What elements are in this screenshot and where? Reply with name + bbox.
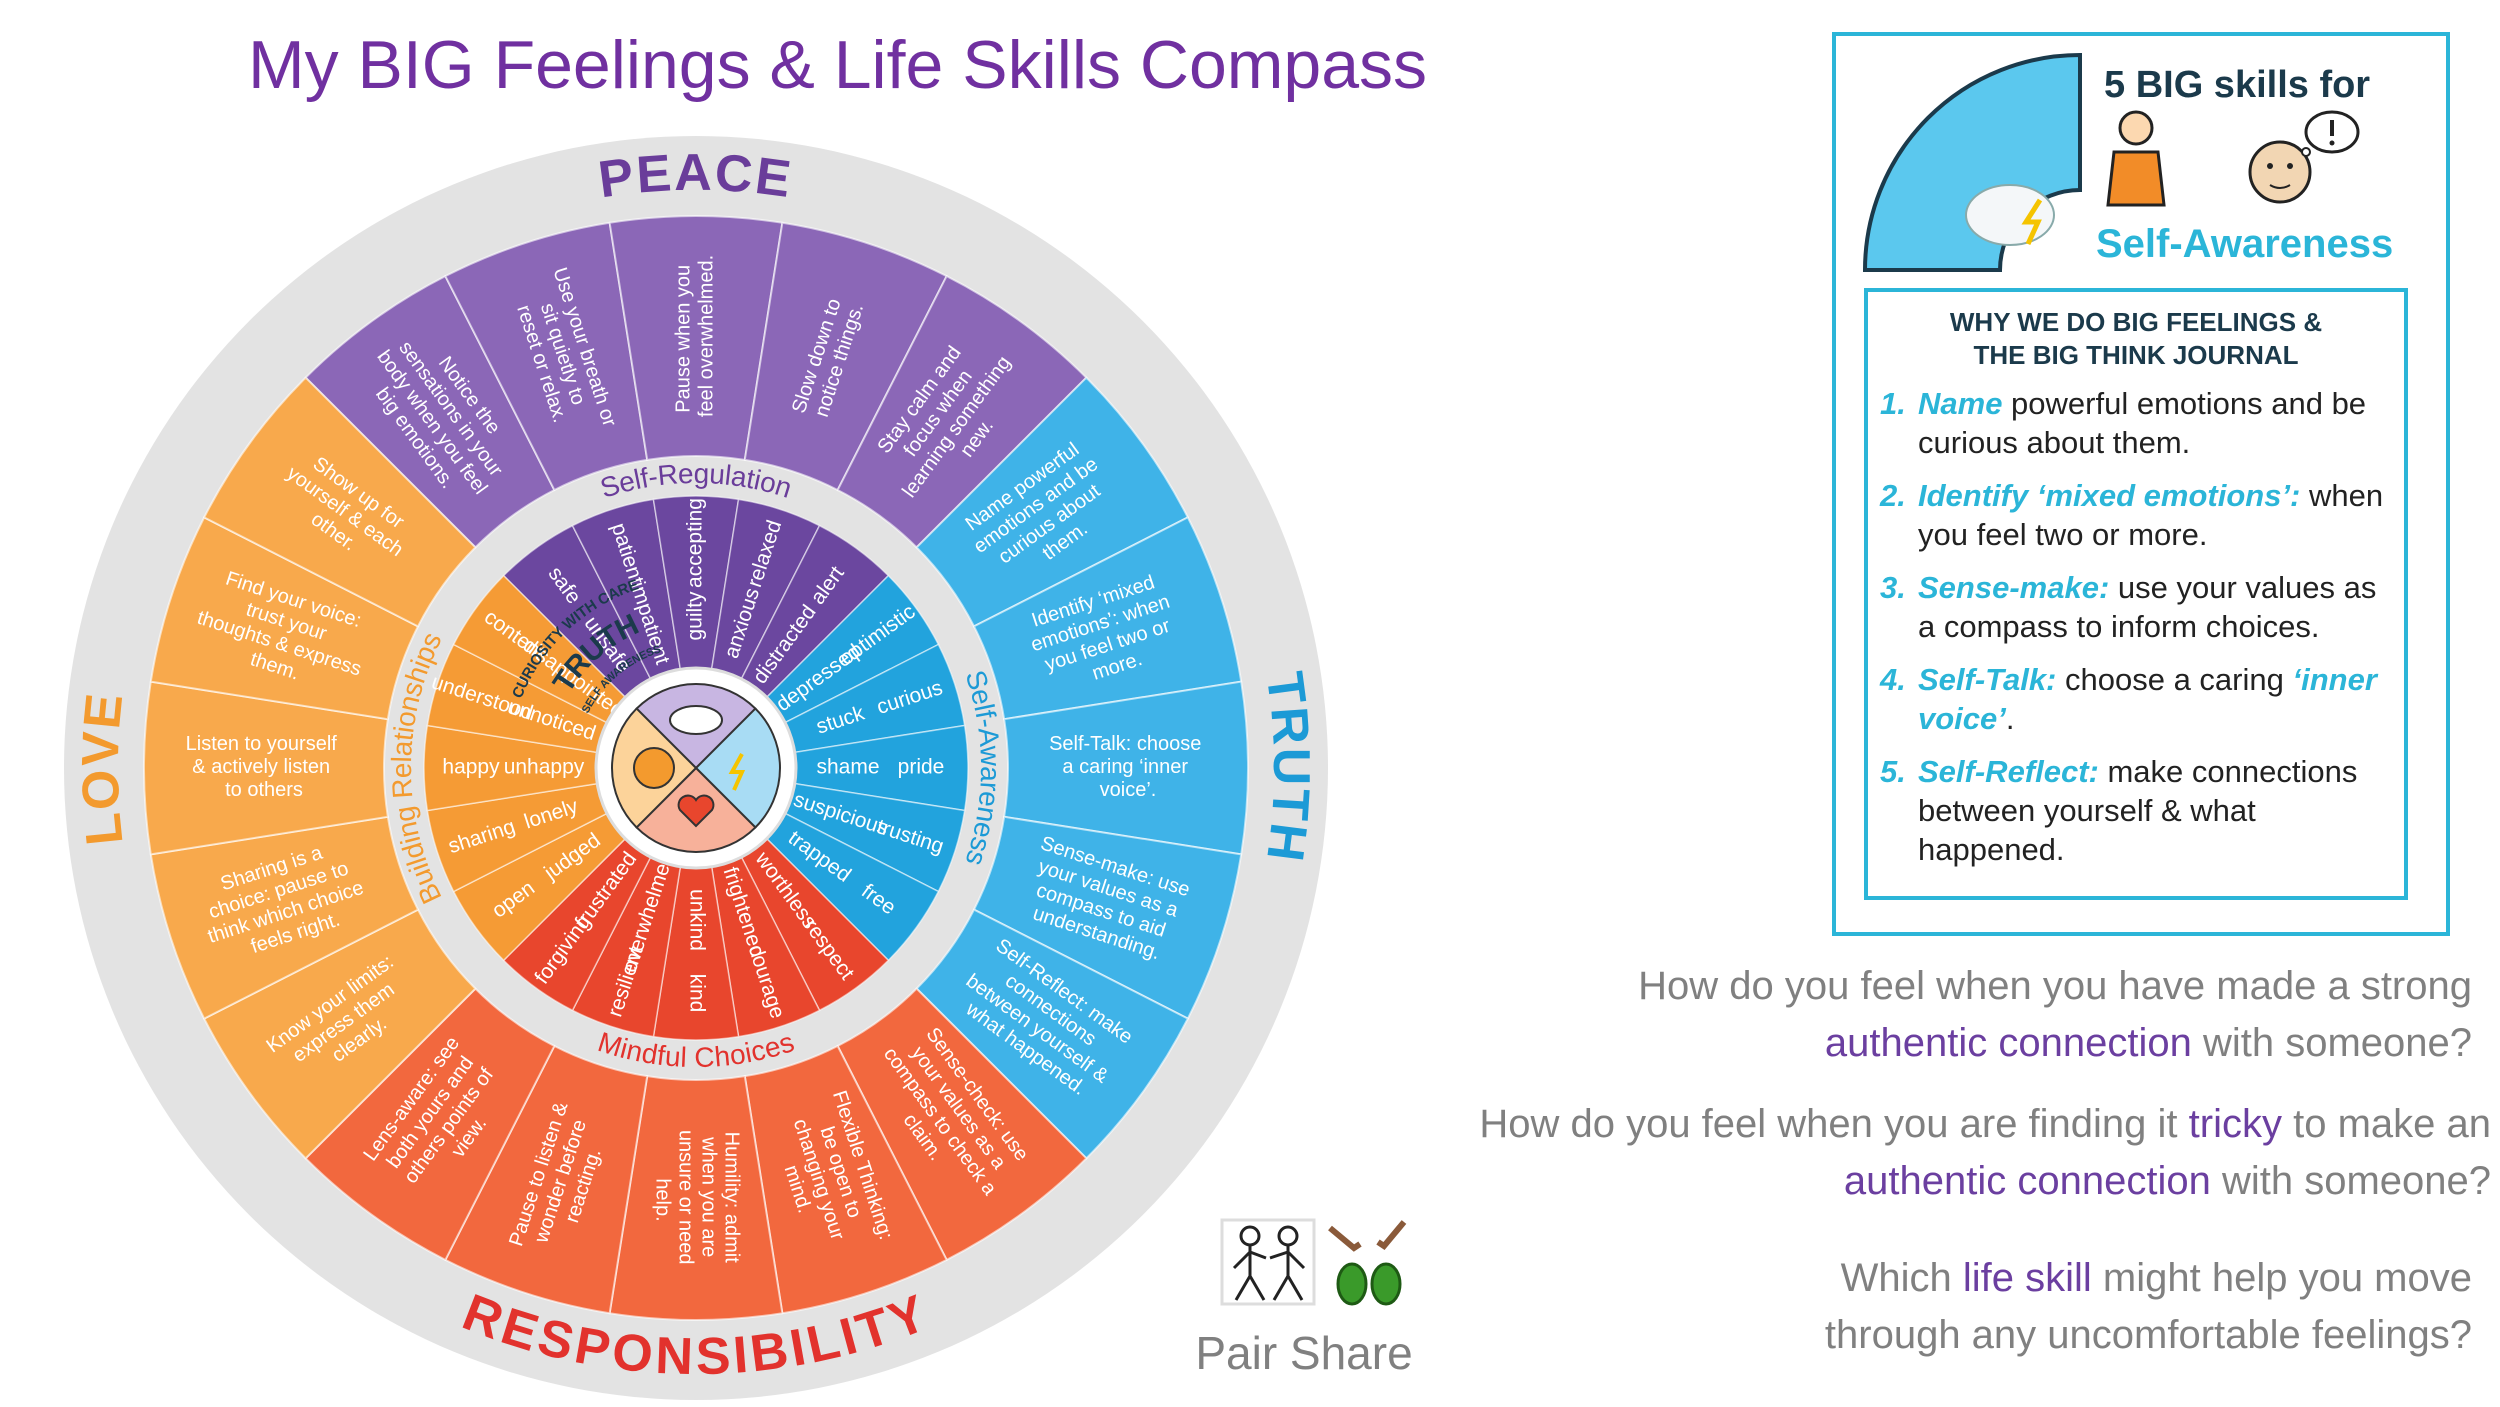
emblem-bolt: [728, 753, 746, 791]
feeling-positive: kind: [685, 974, 708, 1013]
journal-box: WHY WE DO BIG FEELINGS & THE BIG THINK J…: [1864, 288, 2408, 900]
card-subheading: Self-Awareness: [2096, 222, 2394, 266]
journal-item: 4. Self-Talk: choose a caring ‘inner voic…: [1880, 660, 2394, 738]
item-text: Self-Reflect: make connections between y…: [1918, 752, 2394, 869]
highlight: life skill: [1962, 1256, 2092, 1300]
item-number: 2.: [1880, 478, 1906, 513]
text: make connections between yourself & what…: [1918, 754, 2358, 867]
skill-segment: [202, 376, 477, 628]
item-text: Name powerful emotions and be curious ab…: [1918, 384, 2394, 462]
value-label: TRUTH: [1255, 668, 1317, 867]
page-title: My BIG Feelings & Life Skills Compass: [248, 27, 1428, 103]
highlight: authentic connection: [1843, 1159, 2211, 1203]
highlight: tricky: [2188, 1102, 2282, 1146]
card-icons: [1862, 52, 2360, 272]
highlight: Self-Talk:: [1918, 662, 2057, 697]
value-label: LOVE: [71, 688, 131, 848]
text: use your values as a compass to inform c…: [1918, 570, 2377, 644]
journal-item: 3. Sense-make: use your values as a compa…: [1880, 568, 2394, 646]
journal-item: 1. Name powerful emotions and be curious …: [1880, 384, 2394, 462]
pair-share-label: Pair Share: [1195, 1327, 1413, 1379]
highlight: Sense-make:: [1918, 570, 2110, 605]
item-number: 3.: [1880, 570, 1906, 605]
skill-action: Listen to yourself & actively listen to …: [186, 733, 343, 801]
value-label: LOVE: [71, 688, 134, 848]
text: to make an: [2281, 1102, 2491, 1146]
question: Which life skill might help you move thr…: [1732, 1250, 2472, 1364]
feeling-negative: guilty: [684, 591, 707, 641]
highlight: Self-Reflect:: [1918, 754, 2099, 789]
question: How do you feel when you are finding it …: [1361, 1096, 2491, 1210]
journal-item: 2. Identify ‘mixed emotions’: when you fe…: [1880, 476, 2394, 554]
feeling-negative: unhappy: [504, 756, 585, 779]
card-heading: 5 BIG skills for: [2104, 64, 2371, 106]
journal-list: 1. Name powerful emotions and be curious …: [1868, 384, 2404, 869]
journal-heading: WHY WE DO BIG FEELINGS &: [1949, 307, 2323, 337]
text: powerful emotions and be curious about t…: [1918, 386, 2367, 460]
item-number: 5.: [1880, 754, 1906, 789]
skill-action: Pause when you feel overwhelmed.: [673, 255, 718, 417]
journal-heading: THE BIG THINK JOURNAL: [1973, 340, 2299, 370]
text: choose a caring: [2056, 662, 2293, 697]
highlight: Identify ‘mixed emotions’:: [1918, 478, 2301, 513]
text: Which: [1840, 1256, 1963, 1300]
skill-action: Sense-check: use your values as a compas…: [860, 1017, 1041, 1218]
skill-action: Humility: admit when you are unsure or n…: [651, 1130, 742, 1270]
item-text: Self-Talk: choose a caring ‘inner voice’…: [1918, 660, 2394, 738]
text: How do you feel when you are finding it: [1479, 1102, 2189, 1146]
text: How do you feel when you have made a str…: [1638, 964, 2472, 1008]
skill-action: Sense-make: use your values as a compass…: [1016, 833, 1197, 969]
journal-item: 5. Self-Reflect: make connections between…: [1880, 752, 2394, 869]
text: with someone?: [2210, 1159, 2491, 1203]
value-label: PEACE: [595, 144, 794, 209]
skill-action: Self-Talk: choose a caring ‘inner voice’…: [1049, 733, 1207, 801]
feeling-positive: pride: [898, 756, 945, 779]
highlight: Name: [1918, 386, 2003, 421]
emblem-heart: [677, 794, 715, 828]
item-number: 4.: [1880, 662, 1906, 697]
feeling-negative: unkind: [685, 889, 708, 951]
emblem-quadrant: [694, 707, 781, 829]
text: with someone?: [2191, 1021, 2472, 1065]
feeling-negative: shame: [816, 756, 879, 779]
highlight: authentic connection: [1824, 1021, 2192, 1065]
value-label: PEACE: [595, 144, 797, 209]
text: .: [2005, 701, 2015, 736]
text: when you feel two or more.: [1918, 478, 2384, 552]
pair-share-icon: [1220, 1218, 1407, 1306]
item-text: Identify ‘mixed emotions’: when you feel…: [1918, 476, 2394, 554]
emblem-sun: [633, 747, 675, 789]
emblem-cloud: [669, 705, 723, 735]
text: might help you move through any uncomfor…: [1824, 1256, 2472, 1357]
highlight: ‘inner voice’: [1918, 662, 2377, 736]
value-label: TRUTH: [1255, 668, 1320, 867]
item-text: Sense-make: use your values as a compass…: [1918, 568, 2394, 646]
feeling-positive: accepting: [684, 498, 707, 588]
item-number: 1.: [1880, 386, 1906, 421]
feeling-positive: happy: [442, 756, 500, 779]
skills-card: 5 BIG skills for Self-Awareness WHY WE D…: [1832, 32, 2450, 936]
question: How do you feel when you have made a str…: [1592, 958, 2472, 1072]
